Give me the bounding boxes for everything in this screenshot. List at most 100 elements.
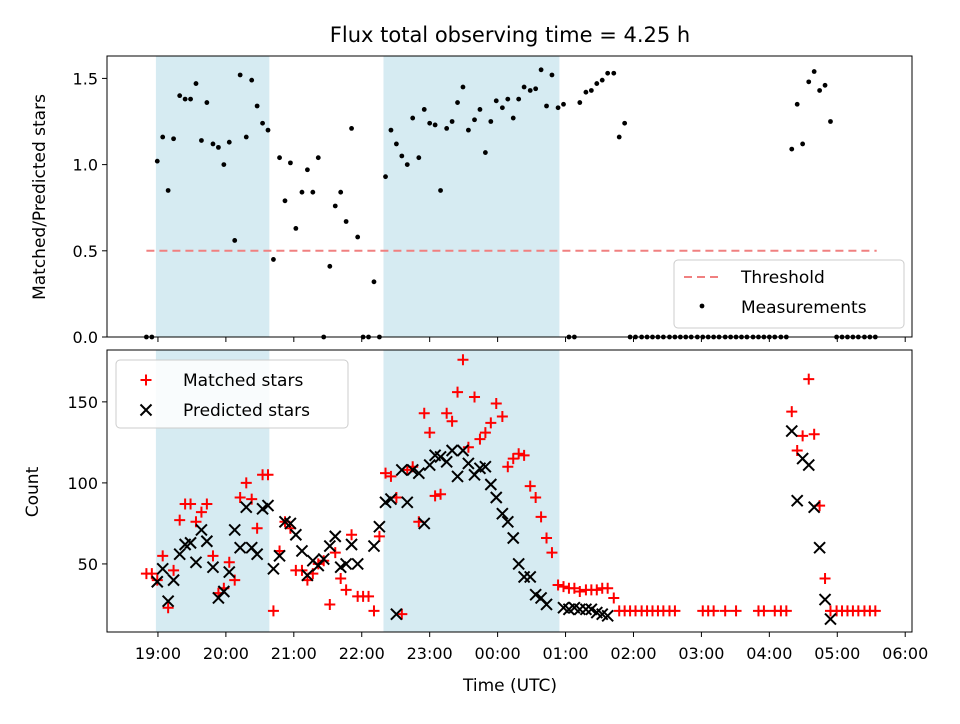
matched-star-point	[441, 407, 453, 419]
predicted-star-point	[240, 500, 253, 514]
measurement-point	[688, 334, 694, 340]
legend-measurements-swatch	[699, 303, 705, 309]
predicted-star-point	[167, 573, 180, 587]
measurement-point	[505, 96, 511, 102]
bottom-highlight-band	[383, 350, 560, 632]
measurement-point	[416, 155, 422, 161]
predicted-star-point	[367, 539, 381, 553]
legend-matched-swatch	[140, 374, 152, 386]
top-chart-ylabel: Matched/Predicted stars	[30, 94, 50, 300]
measurement-point	[182, 96, 188, 102]
measurement-point	[772, 334, 778, 340]
matched-star-point	[346, 529, 358, 541]
measurement-point	[639, 334, 645, 340]
measurement-point	[477, 107, 483, 112]
predicted-star-point	[401, 496, 414, 509]
measurement-point	[683, 334, 689, 340]
matched-star-point	[446, 415, 458, 427]
matched-star-point	[730, 605, 742, 617]
top-legend-box	[673, 259, 905, 329]
measurement-point	[226, 139, 232, 145]
matched-star-point	[462, 441, 474, 453]
measurement-point	[538, 67, 544, 73]
bottom-xtick-label: 01:00	[542, 644, 588, 663]
measurement-point	[783, 334, 789, 340]
measurement-point	[321, 334, 327, 340]
predicted-star-point	[512, 557, 525, 571]
measurement-point	[566, 334, 572, 340]
matched-star-point	[201, 498, 213, 510]
measurement-point	[177, 93, 183, 99]
predicted-star-point	[184, 536, 197, 550]
matched-star-point	[223, 556, 235, 568]
measurement-point	[834, 334, 839, 340]
measurement-point	[310, 189, 316, 195]
predicted-star-point	[384, 492, 398, 506]
measurement-point	[165, 188, 171, 193]
measurement-point	[527, 88, 533, 93]
matched-star-point	[251, 522, 263, 534]
predicted-star-point	[295, 544, 309, 558]
measurement-point	[338, 189, 344, 195]
top-highlight-band	[383, 56, 560, 337]
bottom-xtick-label: 03:00	[678, 644, 724, 663]
measurement-point	[622, 120, 628, 126]
measurement-point	[349, 126, 354, 131]
predicted-star-point	[301, 569, 314, 582]
top-chart-title: Flux total observing time = 4.25 h	[330, 23, 690, 47]
matched-star-point	[195, 506, 207, 518]
measurement-point	[249, 77, 255, 83]
measurement-point	[744, 334, 750, 340]
measurement-point	[188, 96, 193, 102]
measurement-point	[149, 334, 155, 340]
measurement-point	[533, 86, 539, 92]
matched-star-point	[608, 592, 620, 604]
matched-star-point	[267, 605, 279, 617]
matched-star-point	[324, 598, 336, 610]
measurement-point	[627, 334, 633, 340]
bottom-xtick-label: 19:00	[135, 644, 181, 663]
matched-star-point	[552, 579, 564, 591]
matched-star-point	[329, 547, 341, 559]
matched-star-point	[786, 406, 798, 418]
matched-star-point	[708, 605, 720, 617]
measurement-point	[210, 141, 216, 147]
matched-star-point	[373, 530, 385, 542]
measurement-point	[265, 127, 271, 133]
predicted-star-point	[790, 494, 804, 507]
measurement-point	[204, 100, 210, 105]
matched-star-point	[335, 573, 347, 585]
matched-star-point	[513, 448, 525, 460]
measurement-point	[756, 334, 761, 340]
measurement-point	[711, 334, 717, 340]
measurement-point	[510, 115, 516, 121]
top-highlight-band	[155, 56, 270, 337]
matched-star-point	[490, 397, 502, 409]
predicted-star-point	[161, 594, 175, 608]
bottom-chart-ylabel: Count	[23, 466, 43, 517]
measurement-point	[171, 136, 176, 142]
predicted-star-point	[323, 539, 337, 553]
measurement-point	[444, 126, 450, 131]
measurement-point	[794, 101, 800, 107]
predicted-star-point	[329, 530, 342, 543]
predicted-star-point	[217, 585, 231, 598]
predicted-star-point	[412, 466, 426, 480]
measurement-point	[644, 334, 650, 340]
measurement-point	[733, 334, 739, 340]
measurement-point	[455, 100, 460, 105]
matched-star-point	[541, 532, 553, 544]
measurement-point	[761, 334, 767, 340]
measurement-point	[583, 89, 589, 95]
legend-measurements-label: Measurements	[741, 298, 867, 318]
bottom-legend-box	[115, 359, 349, 429]
measurement-point	[282, 198, 288, 204]
matched-star-point	[385, 470, 397, 482]
predicted-star-point	[351, 557, 364, 571]
measurement-point	[160, 134, 166, 140]
measurement-point	[817, 88, 823, 93]
measurement-point	[305, 167, 310, 173]
measurement-point	[667, 334, 672, 340]
matched-star-point	[363, 590, 375, 602]
measurement-point	[750, 334, 756, 340]
